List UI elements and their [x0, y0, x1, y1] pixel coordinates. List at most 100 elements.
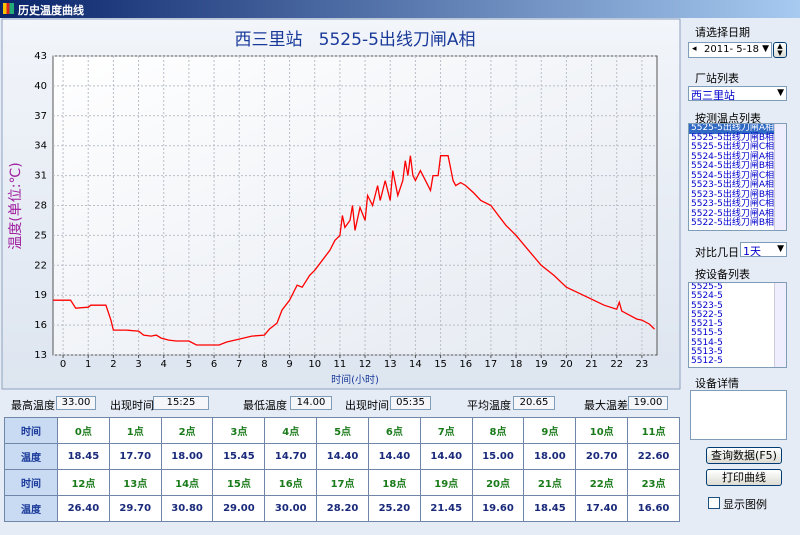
table-cell: 26.40 [57, 495, 110, 522]
point-item[interactable]: 5523-5出线刀闸C相 [691, 199, 775, 209]
x-tick-label: 11 [334, 359, 347, 370]
table-cell: 14.40 [316, 443, 369, 470]
scrollbar[interactable] [774, 124, 786, 230]
row-header: 时间 [4, 417, 58, 444]
device-item[interactable]: 5515-5 [691, 328, 723, 339]
table-cell: 8点 [471, 417, 525, 444]
table-cell: 30.00 [264, 495, 318, 522]
chart: 西三里站 5525-5出线刀闸A相 温度(单位:℃) 时间(小时) 131619… [1, 18, 681, 390]
table-cell: 15.00 [471, 443, 525, 470]
query-button[interactable]: 查询数据(F5) [706, 447, 782, 464]
point-item[interactable]: 5524-5出线刀闸C相 [691, 170, 775, 181]
x-tick-label: 5 [186, 359, 192, 370]
stat-value: 15:25 [153, 396, 209, 410]
point-item[interactable]: 5525-5出线刀闸B相 [691, 132, 775, 143]
point-item[interactable]: 5524-5出线刀闸B相 [691, 161, 775, 171]
table-cell: 5点 [316, 417, 369, 444]
x-tick-label: 0 [60, 359, 66, 370]
date-value: 2011- 5-18 [704, 44, 759, 55]
x-tick-label: 19 [535, 359, 548, 370]
table-cell: 14.70 [264, 443, 318, 470]
point-item[interactable]: 5525-5出线刀闸C相 [691, 142, 775, 152]
y-tick-label: 34 [34, 141, 47, 152]
point-item[interactable]: 5522-5出线刀闸A相 [691, 208, 775, 219]
stat-value: 14.00 [290, 396, 332, 410]
device-item[interactable]: 5513-5 [691, 347, 723, 358]
legend-checkbox[interactable] [708, 497, 720, 509]
stat-value: 20.65 [513, 396, 555, 410]
y-tick-label: 22 [34, 260, 47, 271]
stat-label: 最大温差 [584, 399, 628, 412]
table-cell: 19点 [419, 469, 473, 496]
table-cell: 29.00 [212, 495, 266, 522]
table-cell: 19.60 [471, 495, 525, 522]
device-item[interactable]: 5523-5 [691, 300, 723, 311]
x-tick-label: 12 [359, 359, 372, 370]
print-button[interactable]: 打印曲线 [706, 469, 782, 486]
point-item[interactable]: 5522-5出线刀闸B相 [691, 218, 775, 228]
table-row: 温度 18.45 17.70 18.00 15.45 14.70 14.40 14.40 14.… [4, 443, 680, 470]
days-combo[interactable]: 1天 ▼ [740, 242, 787, 257]
date-spin[interactable]: ▲ ▼ [773, 42, 787, 58]
table-cell: 13点 [108, 469, 162, 496]
device-item[interactable]: 5524-5 [691, 291, 723, 302]
y-tick-label: 25 [34, 230, 47, 241]
row-header: 温度 [4, 495, 58, 522]
table-cell: 18.45 [57, 443, 110, 470]
table-cell: 14点 [160, 469, 214, 496]
legend-checkbox-label: 显示图例 [723, 498, 767, 511]
device-list[interactable]: 5525-5 5524-5 5523-5 5522-5 5521-5 5515-5 5514… [688, 282, 787, 368]
x-tick-label: 21 [585, 359, 598, 370]
device-item[interactable]: 5514-5 [691, 337, 723, 348]
table-cell: 23点 [627, 469, 680, 496]
y-tick-label: 28 [34, 201, 47, 212]
device-item[interactable]: 5521-5 [691, 319, 723, 330]
stat-label: 最高温度 [11, 399, 55, 412]
detail-box[interactable] [690, 390, 787, 440]
date-picker[interactable]: 2011- 5-18 ▼ ◂ [688, 42, 772, 58]
device-item[interactable]: 5512-5 [691, 356, 723, 367]
x-tick-label: 1 [85, 359, 91, 370]
point-item[interactable]: 5525-5出线刀闸A相 [689, 124, 786, 134]
table-cell: 22点 [575, 469, 629, 496]
table-cell: 9点 [523, 417, 577, 444]
table-cell: 14.40 [419, 443, 473, 470]
table-row: 温度 26.40 29.70 30.80 29.00 30.00 28.20 25.20 21.… [4, 495, 680, 522]
point-item[interactable]: 5524-5出线刀闸A相 [691, 151, 775, 162]
check: ◂ [692, 44, 697, 54]
table-cell: 20.70 [575, 443, 629, 470]
x-tick-label: 13 [384, 359, 397, 370]
y-axis-label: 温度(单位:℃) [8, 162, 24, 249]
table-cell: 22.60 [627, 443, 680, 470]
stat-value: 05:35 [390, 396, 431, 410]
table-cell: 12点 [57, 469, 110, 496]
table-row: 时间 0点 1点 2点 3点 4点 5点 6点 7点 8点 9点 10点 11点 [4, 417, 680, 444]
stat-label: 出现时间 [345, 399, 389, 412]
hourly-table: 时间 0点 1点 2点 3点 4点 5点 6点 7点 8点 9点 10点 11点 温度 18.45 17.70… [4, 417, 680, 522]
x-tick-label: 3 [135, 359, 141, 370]
table-cell: 25.20 [367, 495, 421, 522]
y-tick-label: 13 [34, 350, 47, 361]
point-label: 按测温点列表 [695, 112, 761, 125]
table-cell: 2点 [160, 417, 214, 444]
point-item[interactable]: 5523-5出线刀闸B相 [691, 189, 775, 200]
device-item[interactable]: 5525-5 [691, 282, 723, 292]
y-tick-label: 43 [34, 51, 47, 62]
detail-label: 设备详情 [695, 377, 739, 390]
chart-title: 西三里站 5525-5出线刀闸A相 [234, 30, 475, 50]
stat-label: 最低温度 [243, 399, 287, 412]
x-tick-label: 18 [510, 359, 523, 370]
point-item[interactable]: 5523-5出线刀闸A相 [691, 180, 775, 190]
table-cell: 21.45 [419, 495, 473, 522]
y-tick-label: 37 [34, 111, 47, 122]
table-cell: 18.00 [523, 443, 577, 470]
station-combo[interactable]: 西三里站 ▼ [688, 86, 787, 101]
device-label: 按设备列表 [695, 268, 750, 281]
scrollbar[interactable] [774, 283, 786, 367]
row-header: 时间 [4, 469, 58, 496]
point-list[interactable]: 5525-5出线刀闸A相 5525-5出线刀闸B相 5525-5出线刀闸C相 5524… [688, 123, 787, 231]
table-cell: 11点 [627, 417, 680, 444]
x-tick-label: 8 [261, 359, 267, 370]
device-item[interactable]: 5522-5 [691, 309, 723, 320]
